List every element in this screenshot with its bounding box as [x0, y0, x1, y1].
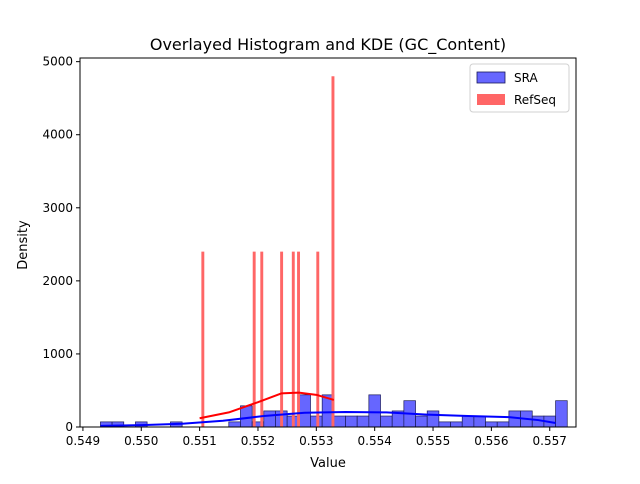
y-tick-label: 3000 — [42, 201, 73, 215]
refseq-kde-line — [199, 391, 335, 420]
x-tick-label: 0.554 — [358, 434, 392, 448]
plot-frame — [79, 57, 577, 428]
legend: SRA RefSeq — [469, 63, 570, 113]
refseq-legend-swatch — [477, 94, 505, 105]
sra-bar — [450, 421, 463, 428]
refseq-bar — [331, 76, 335, 427]
sra-bar — [368, 394, 381, 428]
sra-bar — [228, 421, 241, 428]
sra-legend-label: SRA — [514, 71, 538, 85]
refseq-bar — [280, 251, 284, 427]
refseq-bar — [252, 251, 256, 427]
sra-bar — [380, 415, 393, 428]
sra-kde-line — [100, 411, 556, 427]
refseq-bar — [201, 251, 205, 427]
x-tick-label: 0.557 — [533, 434, 567, 448]
refseq-bar — [316, 251, 320, 427]
refseq-bar — [297, 251, 300, 427]
sra-bar — [496, 421, 510, 428]
axes: 0.549 0.550 0.551 0.552 0.553 0.554 0.555 0.556… — [42, 55, 577, 448]
x-tick-label: 0.555 — [416, 434, 450, 448]
sra-bar — [461, 415, 475, 428]
y-tick-label: 4000 — [42, 128, 73, 142]
x-tick-label: 0.551 — [182, 434, 216, 448]
sra-bar — [263, 410, 276, 428]
sra-bar — [438, 421, 451, 428]
y-tick-label: 5000 — [42, 55, 73, 69]
x-tick-label: 0.553 — [299, 434, 333, 448]
chart-title: Overlayed Histogram and KDE (GC_Content) — [150, 35, 506, 55]
sra-bar — [426, 410, 440, 428]
x-tick-label: 0.550 — [124, 434, 158, 448]
y-axis-label: Density — [16, 220, 31, 270]
sra-bar — [298, 394, 311, 428]
sra-legend-swatch — [476, 71, 506, 84]
y-tick-label: 1000 — [42, 347, 73, 361]
x-axis-label: Value — [310, 456, 346, 471]
sra-bar — [555, 400, 568, 428]
x-tick-label: 0.549 — [66, 434, 100, 448]
refseq-legend-label: RefSeq — [514, 93, 556, 107]
y-tick-label: 2000 — [42, 274, 73, 288]
sra-bar — [240, 405, 253, 428]
sra-bar — [333, 415, 346, 428]
refseq-bar — [260, 251, 264, 427]
y-tick-label: 0 — [65, 420, 73, 434]
x-tick-label: 0.552 — [241, 434, 275, 448]
sra-bar — [473, 415, 486, 428]
x-tick-label: 0.556 — [474, 434, 508, 448]
sra-bar — [415, 415, 428, 428]
sra-bar — [356, 415, 370, 428]
sra-bar — [485, 421, 498, 428]
sra-bar — [345, 415, 358, 428]
refseq-bar — [291, 251, 295, 427]
refseq-histogram — [201, 76, 335, 427]
